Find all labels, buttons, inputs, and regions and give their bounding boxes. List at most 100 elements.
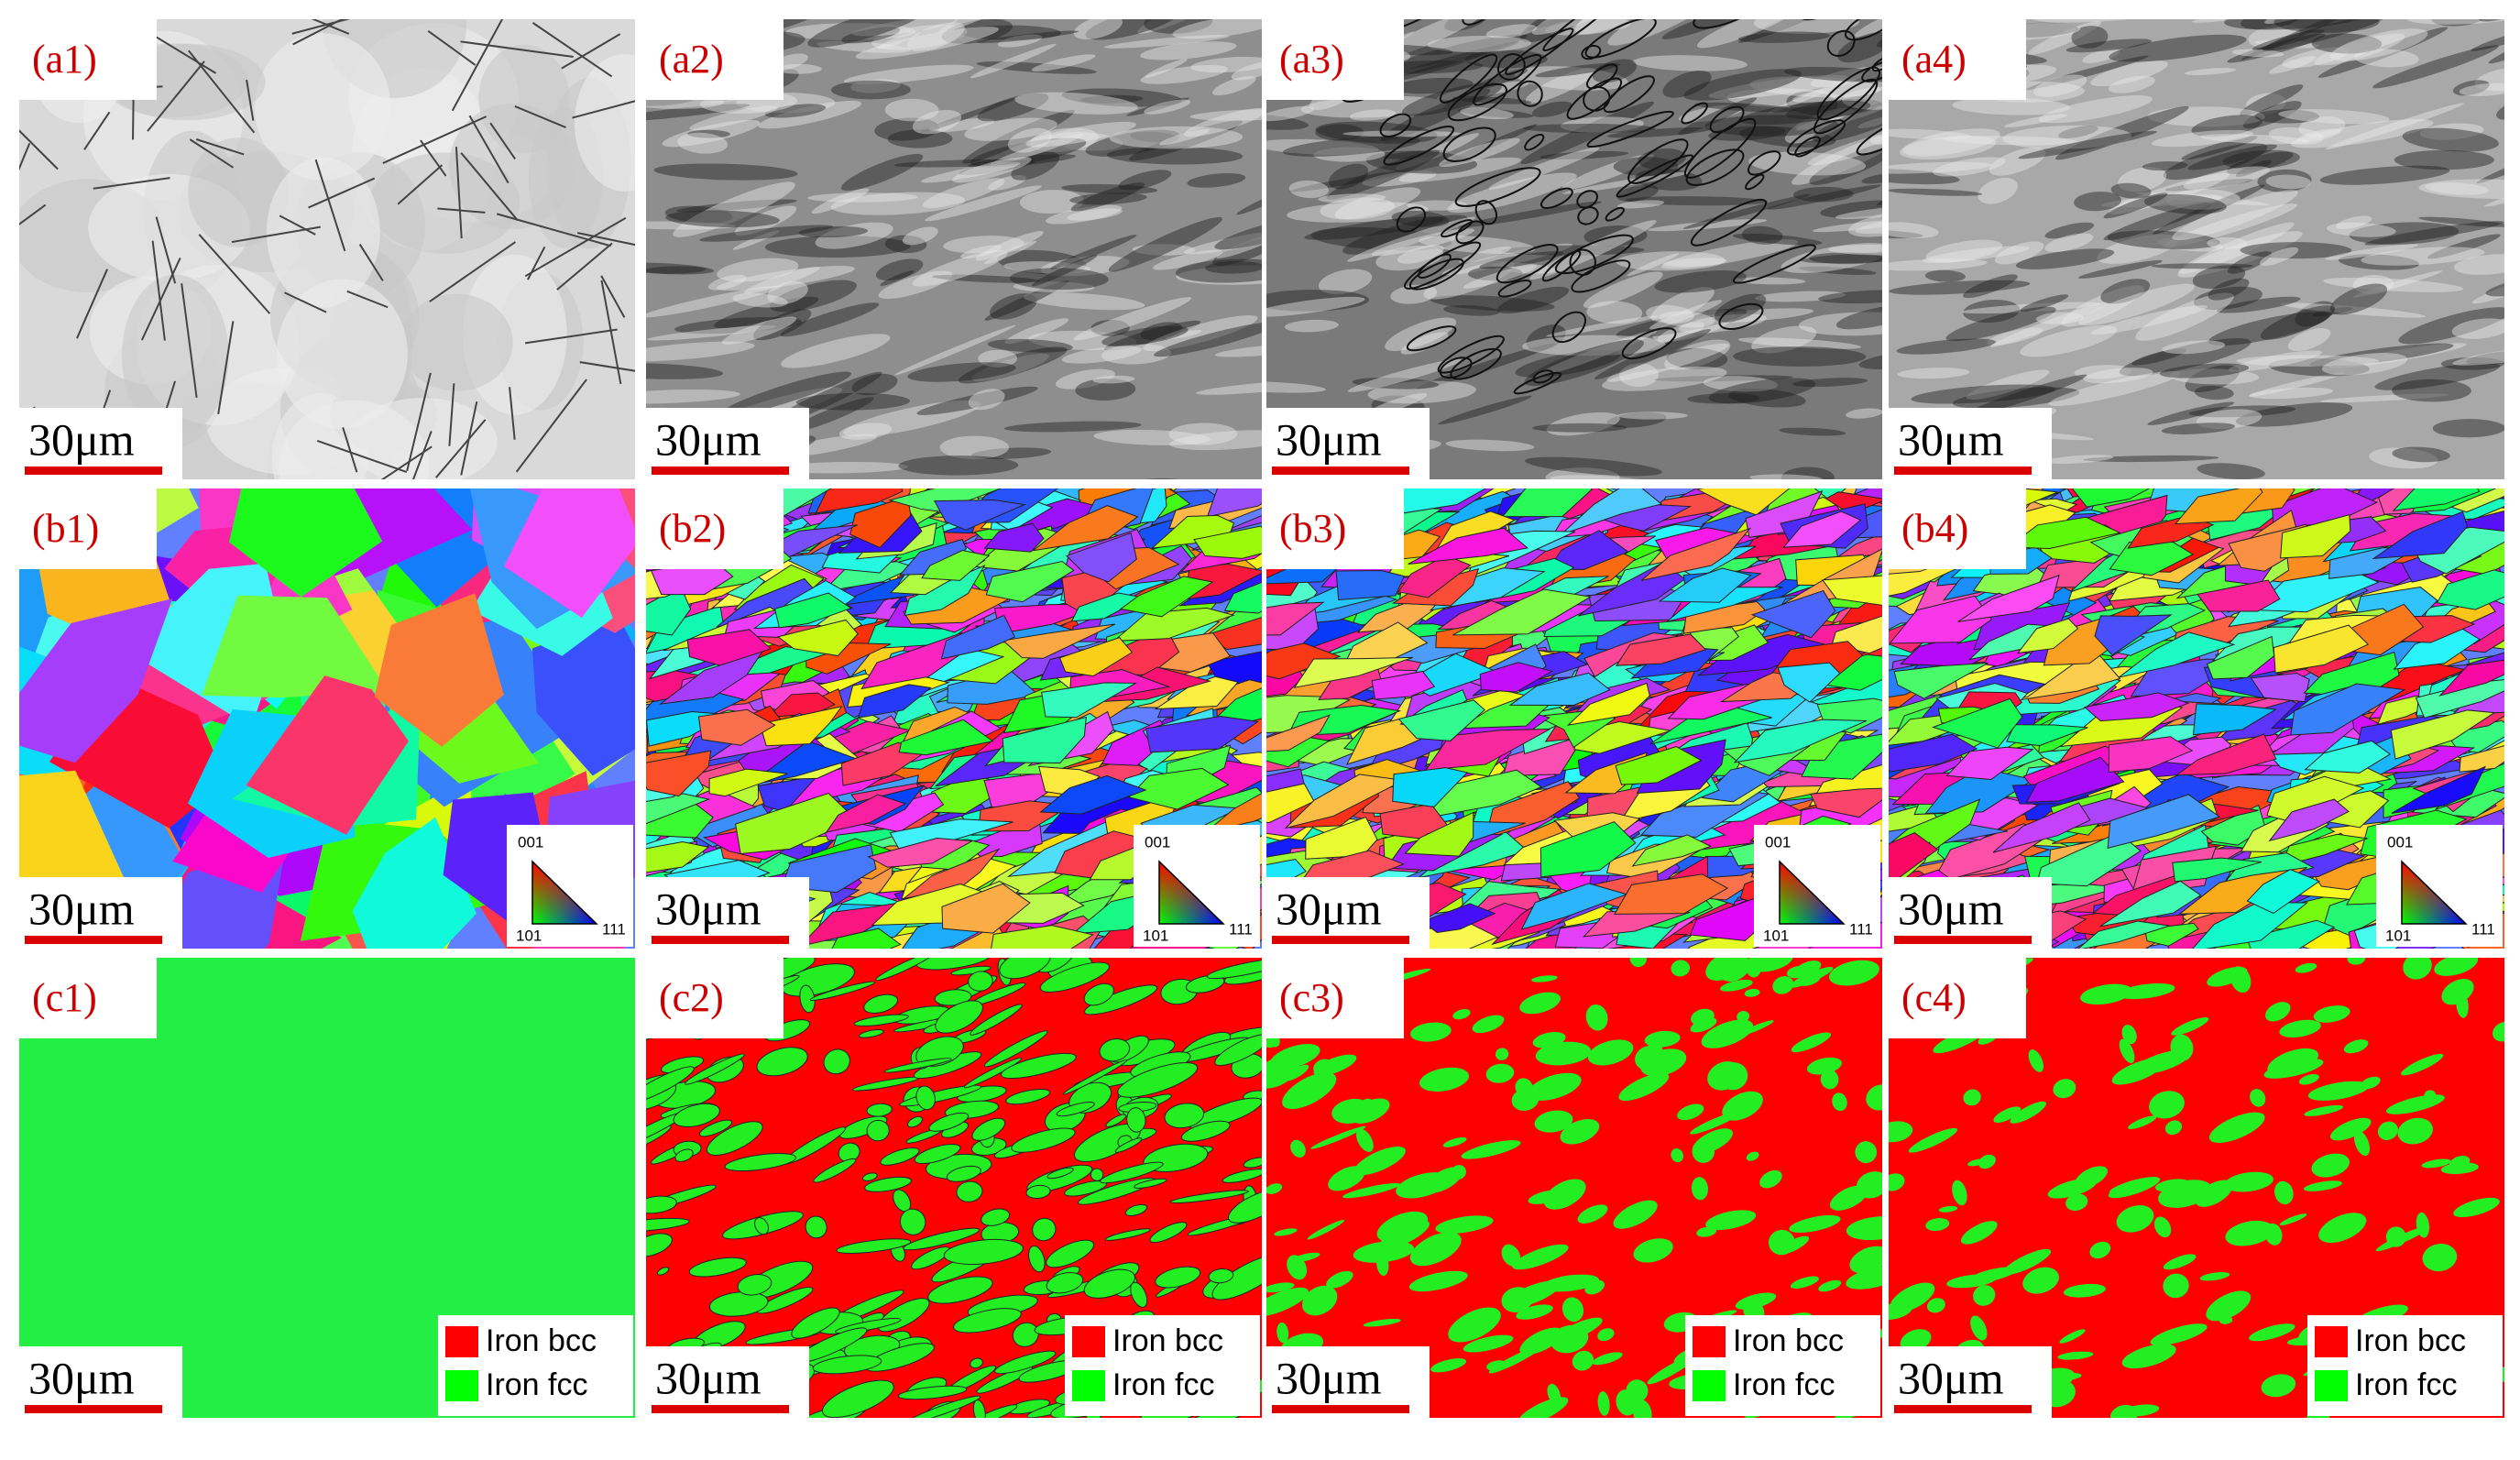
streak [841,27,901,44]
panel-label: (a1) [32,37,97,82]
grain [1266,601,1325,636]
streak [2427,234,2501,259]
fcc-region [970,1357,983,1369]
streak [732,230,780,250]
fcc-region [1310,1125,1366,1149]
fcc-region [1266,1282,1295,1293]
streak [1738,19,1854,43]
fcc-region [812,1355,882,1375]
phase-label: Iron bcc [1733,1323,1844,1358]
grain [1335,570,1406,601]
streak [960,245,1003,259]
streak [1266,113,1309,130]
scale-bar [1894,1405,2032,1413]
fcc-region [1270,1044,1320,1070]
grain [2174,488,2263,525]
streak [2364,221,2504,246]
fcc-region [1705,1210,1757,1230]
fcc-region [756,1047,808,1077]
streak [968,154,1077,168]
grain-boundary [284,291,327,313]
streak [2419,123,2484,140]
fcc-region [2347,958,2366,965]
boundary [1441,219,1474,238]
streak [1561,171,1693,194]
streak [665,210,780,228]
streak [1109,126,1244,149]
streak [2321,353,2408,376]
ipf-label: 001 [2387,833,2413,851]
phase-label: Iron bcc [486,1323,597,1358]
ipf-triangle-red [531,860,598,925]
boundary [1473,54,1542,106]
ipf-label: 101 [1763,927,1789,944]
fcc-region [1543,1179,1586,1210]
grain-boundary [151,240,166,341]
streak [1479,251,1564,269]
streak [1575,19,1653,35]
streak [1328,163,1369,190]
scale-bar [1894,467,2032,475]
streak [1172,0,1277,13]
panel: (c2) 30μm Iron bcc Iron fcc [646,958,1262,1418]
streak [2142,161,2188,171]
streak [1266,138,1379,156]
fcc-region [2295,962,2317,973]
streak [2309,343,2454,368]
streak [1792,378,1868,388]
streak [840,153,924,192]
streak [2245,93,2286,115]
streak [1837,32,1882,63]
fcc-region [1648,1034,1663,1059]
fcc-region [1046,1167,1074,1180]
panel: (a4) 30μm [1889,19,2504,479]
streak [798,225,868,238]
label-box [1266,958,1404,1038]
streak [1129,131,1178,143]
streak [2077,259,2163,279]
streak [2147,106,2265,127]
streak [686,129,730,138]
grain [815,488,904,514]
streak [2045,455,2114,464]
streak [1933,157,2006,177]
streak [2291,118,2434,148]
streak [1625,196,1769,206]
ipf-label: 001 [518,833,543,851]
streak [1683,69,1802,101]
fcc-region [688,1257,747,1278]
boundary [1554,234,1634,275]
fcc-region [2028,1049,2044,1072]
fcc-region [935,1000,983,1034]
fcc-region [674,1148,694,1162]
streak [1154,322,1262,357]
streak [1857,115,1882,128]
grain-boundary [181,283,198,398]
grain [2075,920,2170,949]
fcc-region [1592,1352,1623,1366]
grain-boundary [93,177,170,190]
phase-label: Iron bcc [1112,1323,1223,1358]
streak [714,296,819,329]
fcc-region [2377,1121,2398,1141]
fcc-region [1084,984,1157,1015]
fcc-region [1046,1239,1095,1268]
fcc-region [805,1215,827,1239]
fcc-region [1572,1350,1594,1371]
panel: (b2) 30μm 001 101 111 [646,488,1262,949]
grain-boundary [76,269,108,339]
grain-boundary [600,280,622,385]
panel: (a3) 30μm [1266,19,1882,479]
streak [2262,19,2388,51]
fcc-region [1266,1183,1283,1194]
streak [959,25,1061,40]
grain [1666,587,1783,622]
fcc-region [1430,1358,1467,1373]
streak [1785,99,1881,120]
streak [878,270,953,300]
streak [646,104,751,122]
streak [816,40,911,53]
streak [781,334,891,368]
grain-boundary [524,216,627,278]
streak [1090,319,1130,336]
